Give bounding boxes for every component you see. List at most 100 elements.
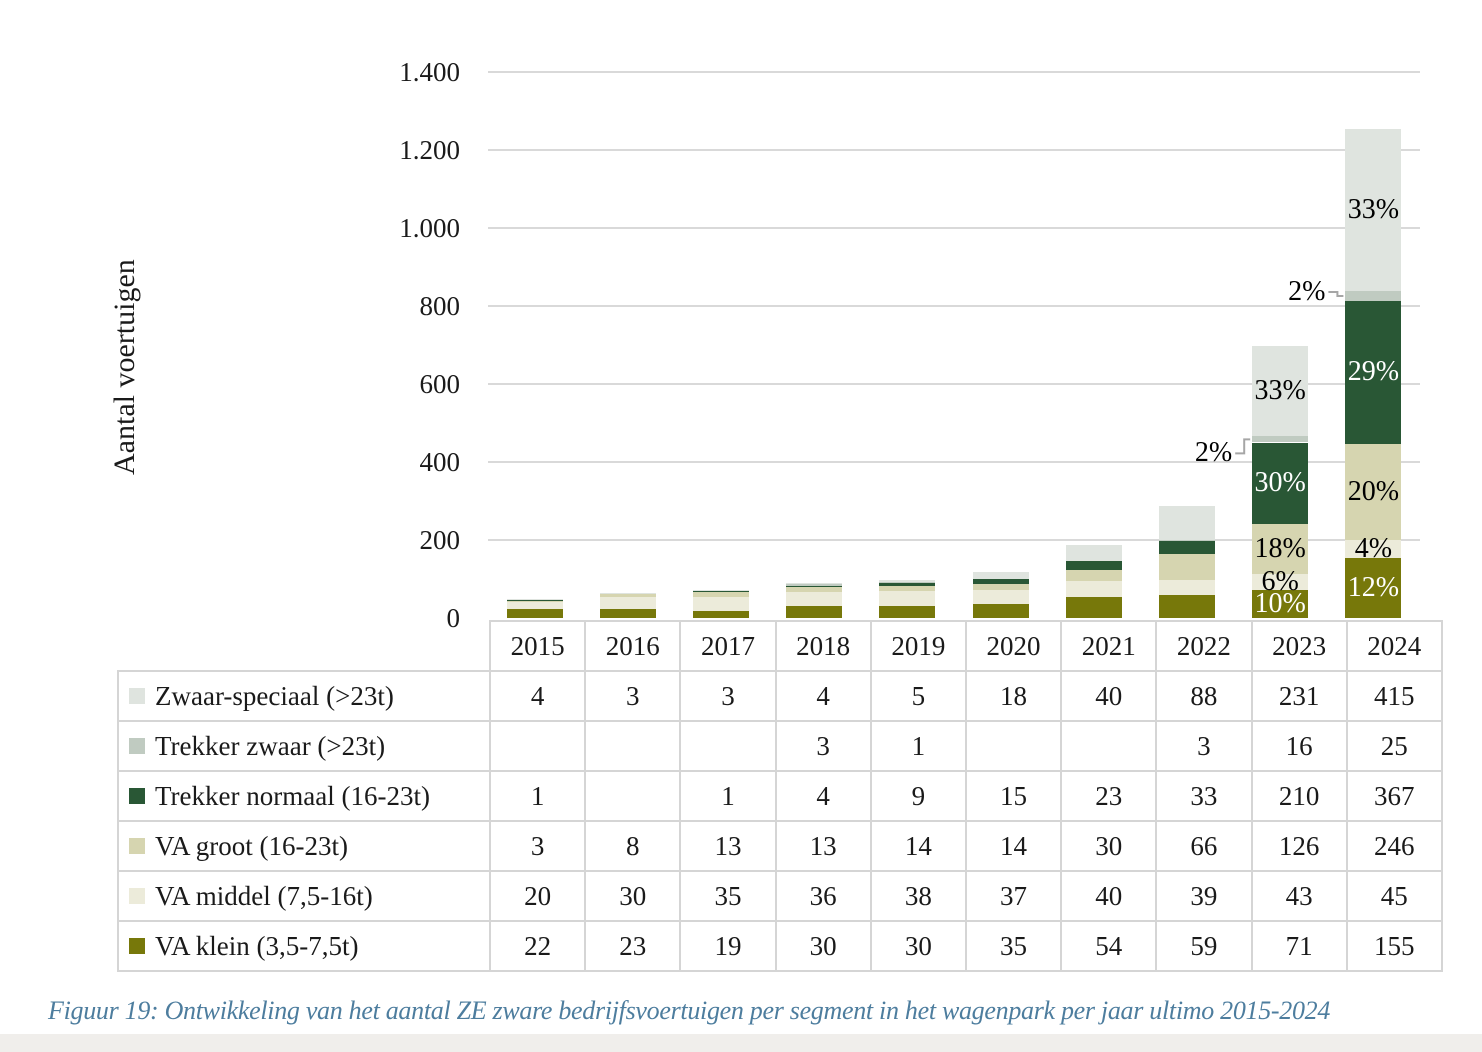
table-value-cell — [1060, 720, 1158, 772]
y-tick-label: 200 — [419, 525, 461, 555]
table-value-cell: 45 — [1345, 870, 1443, 922]
table-header-row: 2015 2016 2017 2018 2019 2020 2021 2022 2023 2024 — [118, 620, 1443, 672]
data-table: 2015 2016 2017 2018 2019 2020 2021 2022 2023 2024… — [117, 620, 1443, 972]
table-value-cell: 54 — [1060, 920, 1158, 972]
table-value-cell: 13 — [679, 820, 777, 872]
table-value-cell — [584, 720, 682, 772]
legend-cell: VA klein (3,5-7,5t) — [117, 920, 491, 972]
table-value-cell: 59 — [1155, 920, 1253, 972]
pct-label-2024: 29% — [1347, 356, 1400, 388]
table-row: VA middel (7,5-16t) 20 30 35 36 38 37 40 39 43 45 — [117, 870, 1443, 922]
bar-2015-segment — [506, 598, 563, 601]
table-value-cell: 39 — [1155, 870, 1253, 922]
table-header-year: 2023 — [1250, 620, 1348, 672]
table-value-cell: 36 — [774, 870, 872, 922]
bar-2017-segment — [693, 610, 749, 618]
table-value-cell: 30 — [1060, 820, 1158, 872]
bar-2018-segment — [786, 587, 843, 593]
bar-2022-segment — [1159, 554, 1215, 580]
bar-2020-segment — [972, 578, 1029, 585]
table-value-cell: 3 — [1155, 720, 1253, 772]
bar-2020-segment — [972, 571, 1029, 579]
bar-2021-segment — [1065, 569, 1122, 582]
table-value-cell: 246 — [1345, 820, 1443, 872]
bar-2015-segment — [506, 600, 563, 602]
y-tick-label: 0 — [446, 603, 461, 633]
bar-2023-segment — [1252, 442, 1309, 525]
table-value-cell — [488, 720, 587, 772]
pct-label-2023: 30% — [1254, 467, 1306, 499]
table-value-cell: 126 — [1250, 820, 1348, 872]
pct-label-2023: 33% — [1254, 375, 1306, 407]
table-value-cell: 3 — [584, 670, 682, 722]
bar-2023-segment — [1252, 346, 1309, 437]
gridline-1200 — [488, 149, 1420, 151]
gridline-800 — [488, 305, 1420, 307]
table-value-cell: 14 — [964, 820, 1063, 872]
bar-2023-segment — [1252, 524, 1309, 574]
table-value-cell: 4 — [774, 670, 872, 722]
bar-2021-segment — [1065, 581, 1122, 597]
table-value-cell: 15 — [964, 770, 1063, 822]
table-header-year: 2019 — [869, 620, 967, 672]
gridline-200 — [488, 539, 1420, 541]
table-value-cell: 20 — [488, 870, 587, 922]
table-row: VA klein (3,5-7,5t) 22 23 19 30 30 35 54 59 71 155 — [117, 920, 1443, 972]
bar-2019-segment — [879, 580, 936, 583]
legend-cell: VA middel (7,5-16t) — [117, 870, 491, 922]
legend-label: Trekker zwaar (>23t) — [155, 730, 386, 761]
table-value-cell: 40 — [1060, 670, 1158, 722]
table-value-cell: 4 — [774, 770, 872, 822]
legend-swatch-icon — [129, 788, 145, 805]
bar-2022-segment — [1159, 579, 1215, 595]
bar-2019-segment — [879, 582, 936, 586]
pct-label-2023: 18% — [1254, 532, 1306, 564]
table-value-cell: 30 — [774, 920, 872, 972]
table-value-cell: 30 — [869, 920, 967, 972]
table-corner-empty — [118, 621, 490, 671]
table-value-cell: 155 — [1345, 920, 1443, 972]
pct-label-2024: 4% — [1354, 532, 1393, 564]
table-header-year: 2018 — [774, 620, 872, 672]
table-value-cell: 25 — [1345, 720, 1443, 772]
bar-2024-segment — [1345, 300, 1402, 445]
legend-swatch-icon — [129, 888, 145, 905]
table-header-year: 2016 — [584, 620, 682, 672]
y-tick-label: 800 — [419, 291, 461, 321]
bar-2024-segment — [1345, 129, 1402, 292]
table-header-year: 2017 — [679, 620, 777, 672]
table-value-cell: 13 — [774, 820, 872, 872]
table-row: VA groot (16-23t) 3 8 13 13 14 14 30 66 126 246 — [117, 820, 1443, 872]
table-value-cell: 231 — [1250, 670, 1348, 722]
table-value-cell: 43 — [1250, 870, 1348, 922]
bar-2017-segment — [693, 590, 749, 592]
bar-2016-segment — [599, 593, 656, 595]
table-value-cell: 16 — [1250, 720, 1348, 772]
bar-2015-segment — [506, 609, 563, 618]
table-value-cell — [584, 770, 682, 822]
table-row: Trekker normaal (16-23t) 1 1 4 9 15 23 33 210 367 — [117, 770, 1443, 822]
legend-label: Zwaar-speciaal (>23t) — [155, 680, 394, 711]
leader-line-2023 — [1235, 438, 1251, 455]
bar-2023-segment — [1252, 590, 1309, 618]
table-value-cell: 14 — [869, 820, 967, 872]
bar-2016-segment — [599, 597, 656, 610]
figure-caption: Figuur 19: Ontwikkeling van het aantal Z… — [48, 996, 1331, 1025]
table-value-cell — [679, 720, 777, 772]
bar-2017-segment — [693, 596, 749, 611]
bar-2024-segment — [1345, 540, 1402, 558]
bar-2022-segment — [1159, 594, 1215, 618]
legend-cell: Trekker zwaar (>23t) — [117, 720, 491, 772]
table-value-cell: 22 — [488, 920, 587, 972]
y-tick-label: 1.400 — [399, 57, 460, 87]
table-value-cell: 30 — [584, 870, 682, 922]
table-value-cell: 367 — [1345, 770, 1443, 822]
bar-2019-segment — [879, 586, 936, 592]
table-value-cell: 210 — [1250, 770, 1348, 822]
table-header-year: 2021 — [1060, 620, 1158, 672]
bar-2017-segment — [693, 591, 749, 597]
table-value-cell: 37 — [964, 870, 1063, 922]
gridline-1400 — [488, 71, 1420, 73]
legend-swatch-icon — [129, 938, 145, 955]
legend-swatch-icon — [129, 838, 145, 855]
